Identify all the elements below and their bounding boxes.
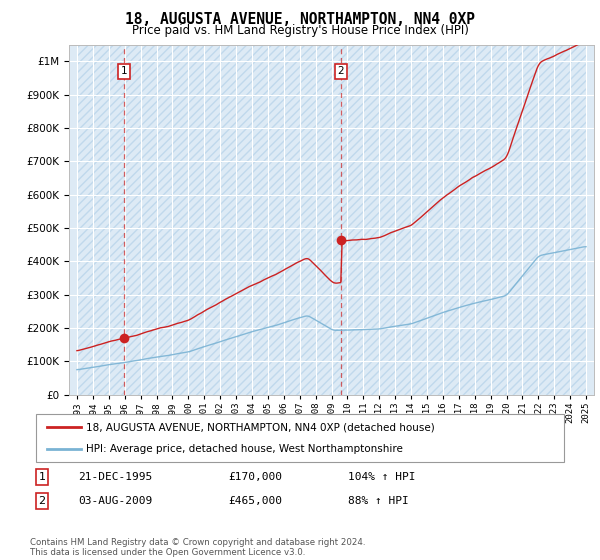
Text: Contains HM Land Registry data © Crown copyright and database right 2024.
This d: Contains HM Land Registry data © Crown c… [30,538,365,557]
Text: Price paid vs. HM Land Registry's House Price Index (HPI): Price paid vs. HM Land Registry's House … [131,24,469,36]
Text: HPI: Average price, detached house, West Northamptonshire: HPI: Average price, detached house, West… [86,444,403,454]
Text: 2: 2 [338,67,344,77]
FancyBboxPatch shape [36,414,564,462]
Text: £170,000: £170,000 [228,472,282,482]
Text: 2: 2 [38,496,46,506]
Text: 1: 1 [38,472,46,482]
Text: 1: 1 [121,67,128,77]
Text: 21-DEC-1995: 21-DEC-1995 [78,472,152,482]
Text: 18, AUGUSTA AVENUE, NORTHAMPTON, NN4 0XP (detached house): 18, AUGUSTA AVENUE, NORTHAMPTON, NN4 0XP… [86,422,435,432]
Text: 03-AUG-2009: 03-AUG-2009 [78,496,152,506]
Text: 104% ↑ HPI: 104% ↑ HPI [348,472,415,482]
Text: 88% ↑ HPI: 88% ↑ HPI [348,496,409,506]
Text: £465,000: £465,000 [228,496,282,506]
Text: 18, AUGUSTA AVENUE, NORTHAMPTON, NN4 0XP: 18, AUGUSTA AVENUE, NORTHAMPTON, NN4 0XP [125,12,475,27]
